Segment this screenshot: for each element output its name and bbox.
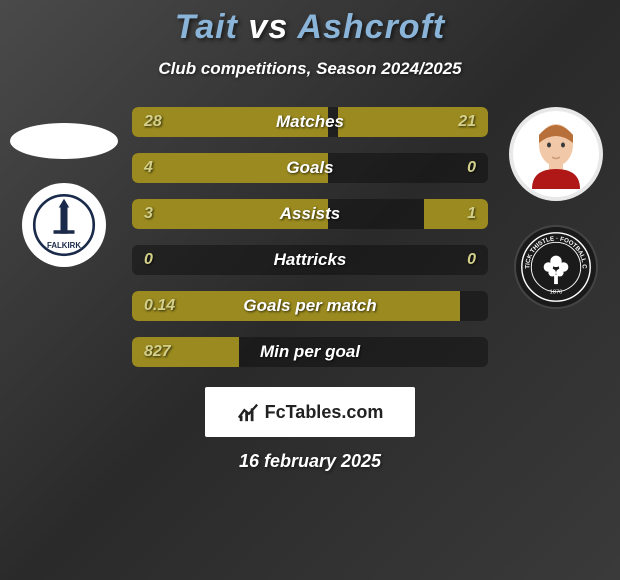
player1-club-badge: FALKIRK bbox=[22, 183, 106, 267]
stat-label: Matches bbox=[276, 112, 344, 132]
stat-value-left: 827 bbox=[144, 343, 171, 361]
player2-photo bbox=[509, 107, 603, 201]
comparison-card: Tait vs Ashcroft Club competitions, Seas… bbox=[0, 0, 620, 472]
subtitle: Club competitions, Season 2024/2025 bbox=[0, 59, 620, 79]
player1-photo bbox=[10, 123, 118, 159]
stat-label: Min per goal bbox=[260, 342, 360, 362]
stat-value-left: 28 bbox=[144, 113, 162, 131]
content-row: FALKIRK 28 21 Matches 4 0 Goals 3 1 Assists 0 0 Hat… bbox=[0, 107, 620, 367]
svg-text:1876: 1876 bbox=[550, 290, 563, 296]
svg-text:FALKIRK: FALKIRK bbox=[47, 241, 81, 250]
stat-bar-right bbox=[424, 199, 488, 229]
stat-label: Hattricks bbox=[274, 250, 347, 270]
stat-value-left: 0 bbox=[144, 251, 153, 269]
chart-icon bbox=[237, 401, 259, 423]
stat-label: Goals bbox=[286, 158, 333, 178]
partick-badge-icon: PARTICK THISTLE · FOOTBALL CLUB 1876 bbox=[518, 229, 594, 305]
stat-label: Goals per match bbox=[243, 296, 376, 316]
title-player2: Ashcroft bbox=[297, 8, 445, 46]
stat-value-right: 0 bbox=[467, 159, 476, 177]
stat-value-left: 0.14 bbox=[144, 297, 175, 315]
stat-row: 0.14 Goals per match bbox=[132, 291, 488, 321]
stat-value-left: 4 bbox=[144, 159, 153, 177]
stat-value-left: 3 bbox=[144, 205, 153, 223]
stat-value-right: 1 bbox=[467, 205, 476, 223]
stat-row: 0 0 Hattricks bbox=[132, 245, 488, 275]
stat-row: 28 21 Matches bbox=[132, 107, 488, 137]
stat-value-right: 21 bbox=[458, 113, 476, 131]
stat-row: 3 1 Assists bbox=[132, 199, 488, 229]
player2-club-badge: PARTICK THISTLE · FOOTBALL CLUB 1876 bbox=[514, 225, 598, 309]
title: Tait vs Ashcroft bbox=[0, 8, 620, 47]
stat-label: Assists bbox=[280, 204, 340, 224]
falkirk-badge-icon: FALKIRK bbox=[29, 190, 99, 260]
stats-column: 28 21 Matches 4 0 Goals 3 1 Assists 0 0 Hattricks 0.… bbox=[124, 107, 496, 367]
left-column: FALKIRK bbox=[4, 107, 124, 267]
stat-row: 4 0 Goals bbox=[132, 153, 488, 183]
stat-row: 827 Min per goal bbox=[132, 337, 488, 367]
brand-badge[interactable]: FcTables.com bbox=[205, 387, 415, 437]
date: 16 february 2025 bbox=[0, 451, 620, 472]
title-player1: Tait bbox=[175, 8, 238, 46]
stat-value-right: 0 bbox=[467, 251, 476, 269]
title-vs: vs bbox=[248, 8, 288, 46]
right-column: PARTICK THISTLE · FOOTBALL CLUB 1876 bbox=[496, 107, 616, 309]
brand-text: FcTables.com bbox=[265, 402, 384, 423]
player2-face-icon bbox=[526, 119, 586, 189]
